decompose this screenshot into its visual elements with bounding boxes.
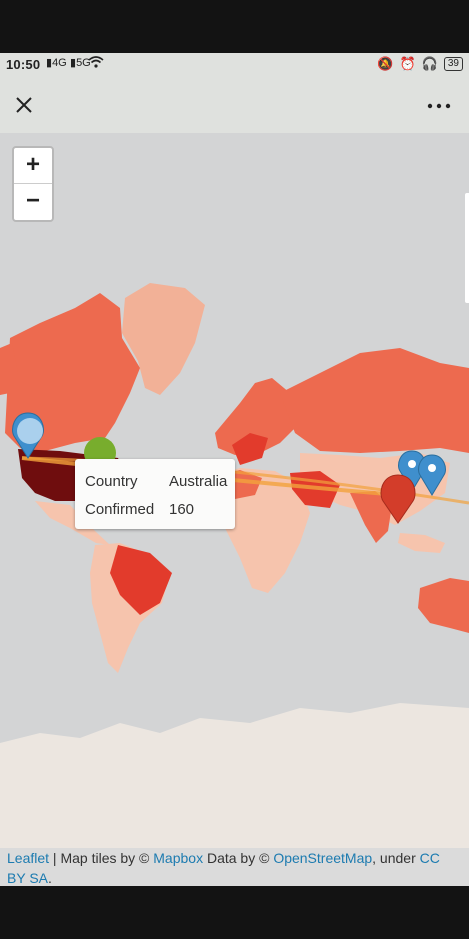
tooltip-confirmed-key: Confirmed (85, 501, 155, 518)
greenland-region (122, 283, 205, 395)
status-bar: 10:50 ▮4G ▮5G 🔕 ⏰ 🎧 39 (0, 53, 469, 77)
leaflet-link[interactable]: Leaflet (7, 850, 50, 866)
tooltip-country-row: Country Australia (85, 473, 227, 490)
brazil-region (110, 545, 172, 615)
license-link[interactable]: CC BY SA (7, 850, 440, 886)
tooltip-country-key: Country (85, 473, 138, 490)
attribution-text-3: , under (372, 850, 420, 866)
title-bar (0, 77, 469, 133)
status-time: 10:50 (6, 57, 41, 72)
canada-region (5, 293, 140, 451)
marker-dot (428, 464, 436, 472)
zoom-out-button[interactable]: − (25, 187, 40, 214)
tooltip-confirmed-row: Confirmed 160 (85, 501, 194, 518)
location-marker-icon[interactable] (418, 454, 446, 496)
antarctica-region (0, 703, 469, 848)
more-dots-icon[interactable] (427, 103, 451, 109)
clock-icon: ⏰ (399, 56, 416, 71)
battery-icon: 39 (443, 57, 463, 71)
wifi-icon (88, 56, 104, 71)
zoom-in-button[interactable]: + (14, 148, 52, 184)
zoom-control: + − (12, 146, 54, 222)
scroll-handle[interactable] (465, 193, 469, 303)
signal-icon-2: ▮5G (70, 57, 91, 69)
osm-link[interactable]: OpenStreetMap (273, 850, 373, 866)
marker-dot (408, 460, 416, 468)
map-attribution: Leaflet | Map tiles by © Mapbox Data by … (0, 848, 469, 886)
southeast-asia-region (398, 533, 445, 553)
attribution-text-2: Data by © (203, 850, 274, 866)
top-bezel (0, 0, 469, 53)
tooltip-confirmed-value: 160 (169, 501, 195, 518)
tooltip-country-value: Australia (169, 473, 228, 490)
country-tooltip: Country Australia Confirmed 160 (75, 459, 235, 529)
alaska-region (0, 343, 18, 395)
europe-region (215, 378, 300, 455)
signal-icon: ▮4G (46, 57, 67, 69)
attribution-text-1: | Map tiles by © (49, 850, 154, 866)
europe-south-region (232, 433, 268, 465)
marker-highlight (17, 418, 43, 444)
headphones-icon: 🎧 (421, 56, 438, 71)
bottom-bezel (0, 886, 469, 939)
india-region (350, 491, 392, 543)
mexico-region (35, 501, 110, 545)
australia-region (418, 578, 469, 633)
world-map[interactable]: + − Country Australia Confirmed 160 (0, 133, 469, 848)
attribution-text-4: . (48, 870, 52, 886)
russia-region (280, 348, 469, 453)
close-icon[interactable] (12, 93, 36, 117)
status-right: 🔕 ⏰ 🎧 39 (377, 56, 463, 72)
location-marker-icon[interactable] (380, 474, 416, 524)
mapbox-link[interactable]: Mapbox (153, 850, 204, 866)
alarm-off-icon: 🔕 (377, 56, 394, 71)
